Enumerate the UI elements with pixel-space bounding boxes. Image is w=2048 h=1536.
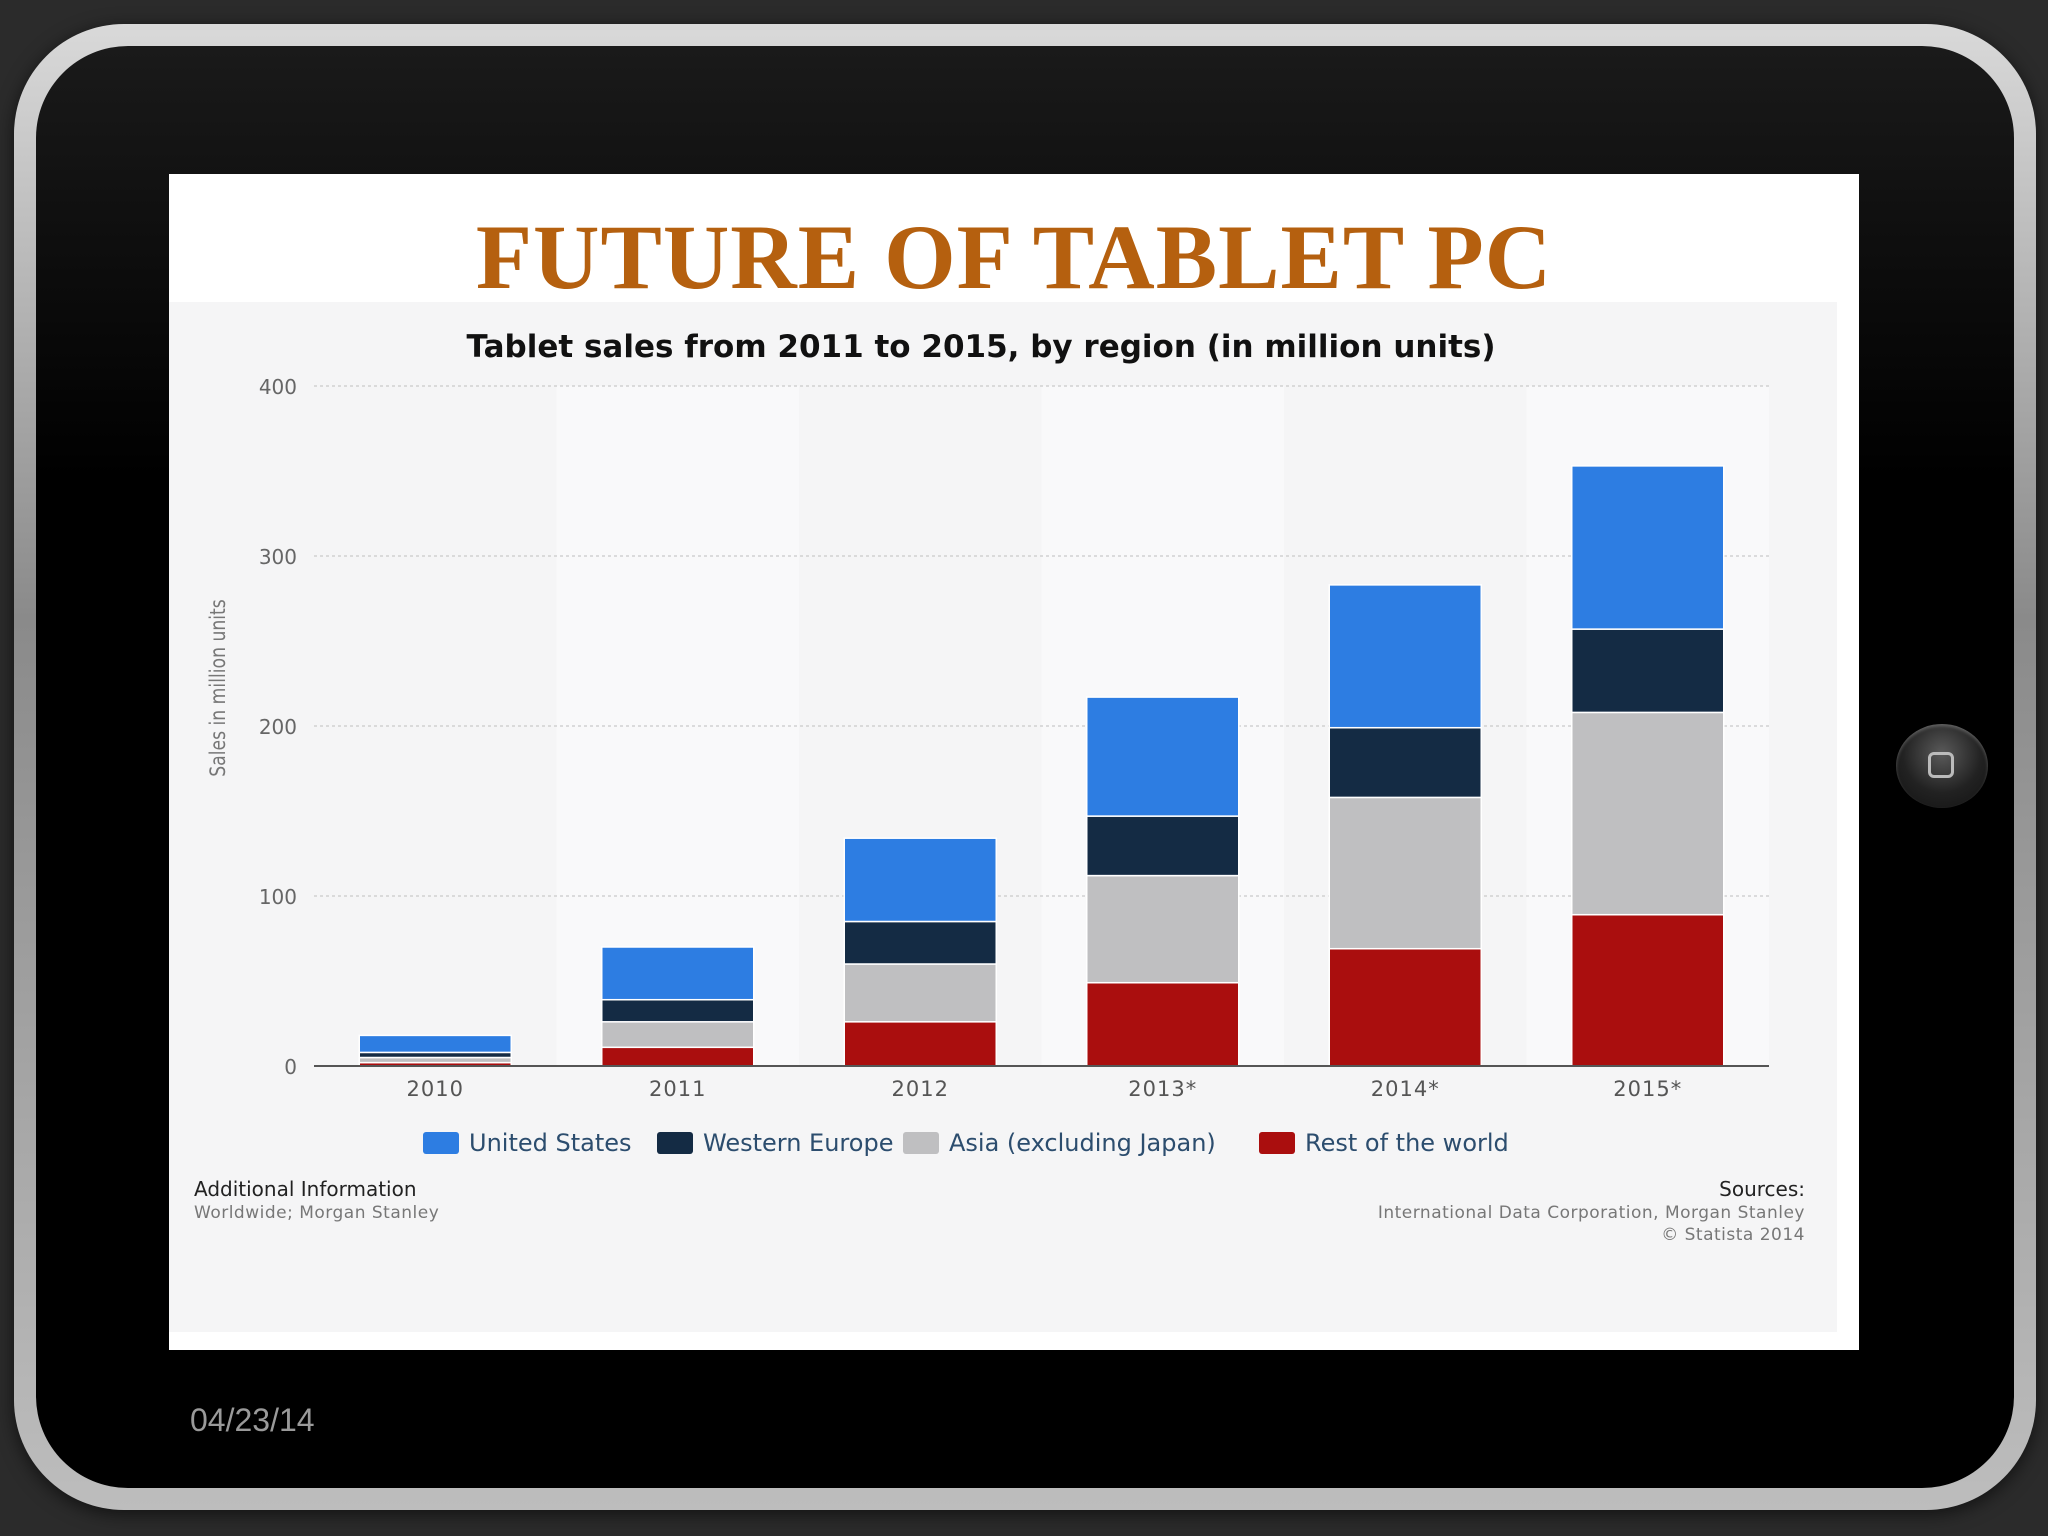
- bar-segment: [1571, 913, 1725, 1067]
- x-tick-label: 2015*: [1613, 1077, 1682, 1101]
- x-tick-label: 2013*: [1128, 1077, 1197, 1101]
- bar-segment: [843, 1021, 997, 1067]
- bar-segment: [1086, 696, 1240, 817]
- bar-segment: [1571, 465, 1725, 630]
- bar-segment: [1571, 628, 1725, 714]
- x-tick-label: 2011: [649, 1077, 706, 1101]
- y-axis-label: Sales in million units: [205, 599, 230, 777]
- chart-panel: Tablet sales from 2011 to 2015, by regio…: [169, 302, 1837, 1332]
- bar-segment: [358, 1056, 512, 1064]
- bar-segment: [601, 998, 755, 1023]
- home-square-icon: [1928, 752, 1954, 778]
- bar-segment: [1328, 584, 1482, 729]
- slide: FUTURE OF TABLET PC Tablet sales from 20…: [169, 174, 1859, 1350]
- bar-segment: [358, 1034, 512, 1054]
- legend-label: Asia (excluding Japan): [949, 1129, 1216, 1157]
- bar-segment: [1328, 726, 1482, 799]
- legend-swatch: [1259, 1132, 1295, 1154]
- bar-segment: [1328, 796, 1482, 950]
- bar-segment: [601, 1046, 755, 1067]
- legend-swatch: [423, 1132, 459, 1154]
- sources-text: International Data Corporation, Morgan S…: [1378, 1203, 1805, 1223]
- sources-title: Sources:: [1719, 1177, 1805, 1201]
- home-button[interactable]: [1896, 724, 1988, 808]
- y-tick-label: 200: [259, 715, 297, 739]
- x-tick-label: 2010: [407, 1077, 464, 1101]
- y-tick-label: 400: [259, 375, 297, 399]
- bar-segment: [843, 837, 997, 923]
- slide-title: FUTURE OF TABLET PC: [475, 206, 1553, 308]
- legend-label: Western Europe: [703, 1129, 893, 1157]
- legend-swatch: [657, 1132, 693, 1154]
- bar-segment: [1086, 815, 1240, 877]
- bar-segment: [1086, 981, 1240, 1067]
- bar-segment: [1328, 947, 1482, 1067]
- additional-info-title: Additional Information: [194, 1177, 417, 1201]
- bar-segment: [1086, 874, 1240, 984]
- legend-label: United States: [469, 1129, 632, 1157]
- bar-segment: [601, 946, 755, 1001]
- bar-segment: [843, 920, 997, 965]
- legend-swatch: [903, 1132, 939, 1154]
- x-tick-label: 2014*: [1371, 1077, 1440, 1101]
- chart-title: Tablet sales from 2011 to 2015, by regio…: [466, 329, 1495, 365]
- slide-date: 04/23/14: [190, 1402, 315, 1438]
- x-tick-label: 2012: [892, 1077, 949, 1101]
- chart: Tablet sales from 2011 to 2015, by regio…: [194, 329, 1805, 1245]
- bar-segment: [358, 1051, 512, 1059]
- legend-label: Rest of the world: [1305, 1129, 1509, 1157]
- additional-info-text: Worldwide; Morgan Stanley: [194, 1203, 439, 1223]
- bar-segment: [1571, 711, 1725, 916]
- copyright-text: © Statista 2014: [1661, 1225, 1805, 1245]
- bar-segment: [843, 963, 997, 1023]
- bar-segment: [601, 1021, 755, 1049]
- y-tick-label: 0: [284, 1055, 297, 1079]
- y-tick-label: 300: [259, 545, 297, 569]
- y-tick-label: 100: [259, 885, 297, 909]
